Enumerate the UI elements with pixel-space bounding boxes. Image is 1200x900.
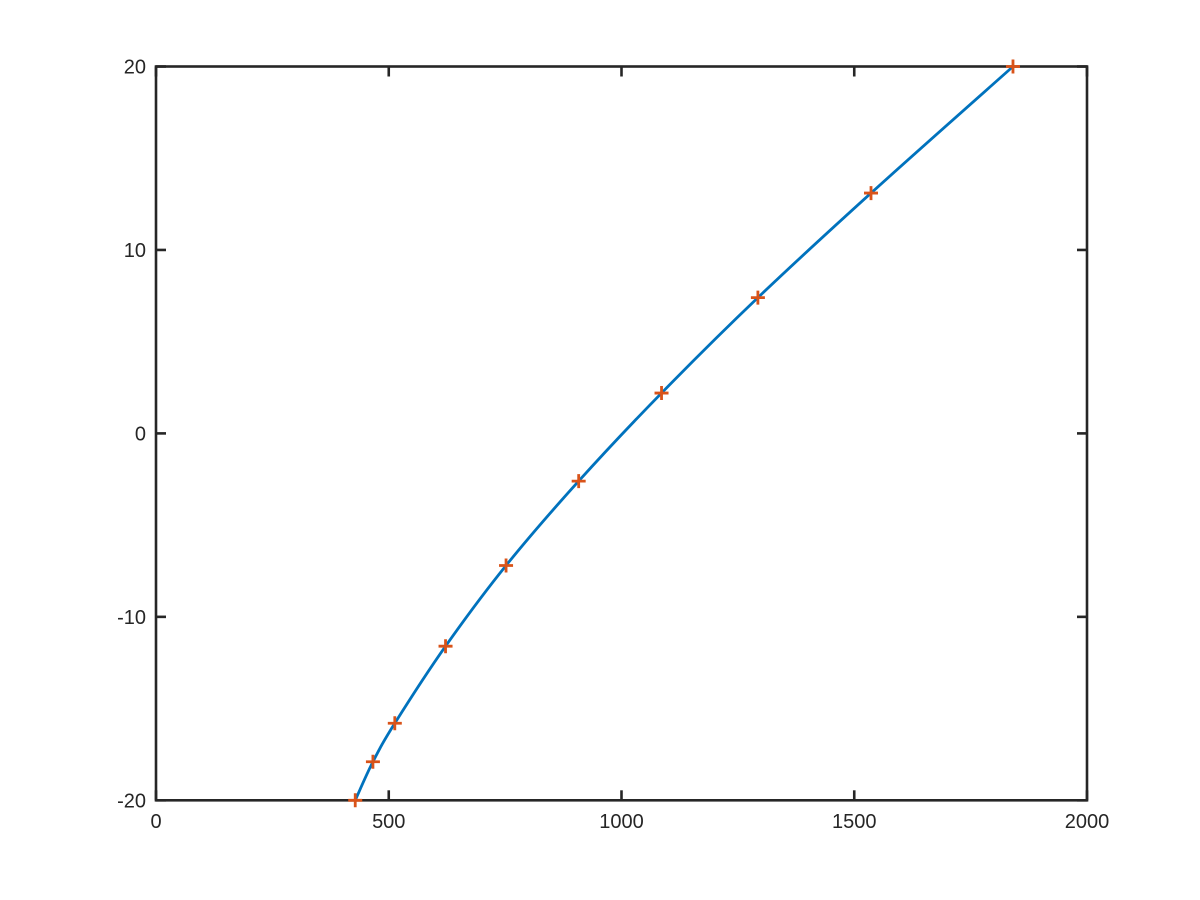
plus-marker (348, 793, 363, 808)
plus-marker (750, 290, 765, 305)
x-tick-label: 1500 (832, 811, 877, 833)
plus-marker (864, 186, 879, 201)
series-line (353, 65, 1014, 801)
x-tick-label: 500 (372, 811, 405, 833)
x-tick-label: 2000 (1065, 811, 1110, 833)
plus-marker (571, 474, 586, 489)
x-tick-label: 1000 (599, 811, 644, 833)
plus-marker (387, 716, 402, 731)
y-tick-label: -10 (117, 607, 146, 629)
tick-labels: 0 500 1000 1500 2000 -20 -10 0 10 20 (117, 57, 1109, 833)
plus-marker (365, 754, 380, 769)
plus-marker (1005, 59, 1020, 74)
x-tick-label: 0 (150, 811, 161, 833)
y-tick-label: 0 (135, 423, 146, 445)
y-tick-label: -20 (117, 790, 146, 812)
axes-box (154, 65, 1089, 802)
series-markers (348, 59, 1020, 808)
y-tick-label: 10 (124, 240, 146, 262)
plus-marker (438, 639, 453, 654)
plus-marker (654, 386, 669, 401)
plus-marker (499, 558, 514, 573)
y-tick-label: 20 (124, 57, 146, 79)
